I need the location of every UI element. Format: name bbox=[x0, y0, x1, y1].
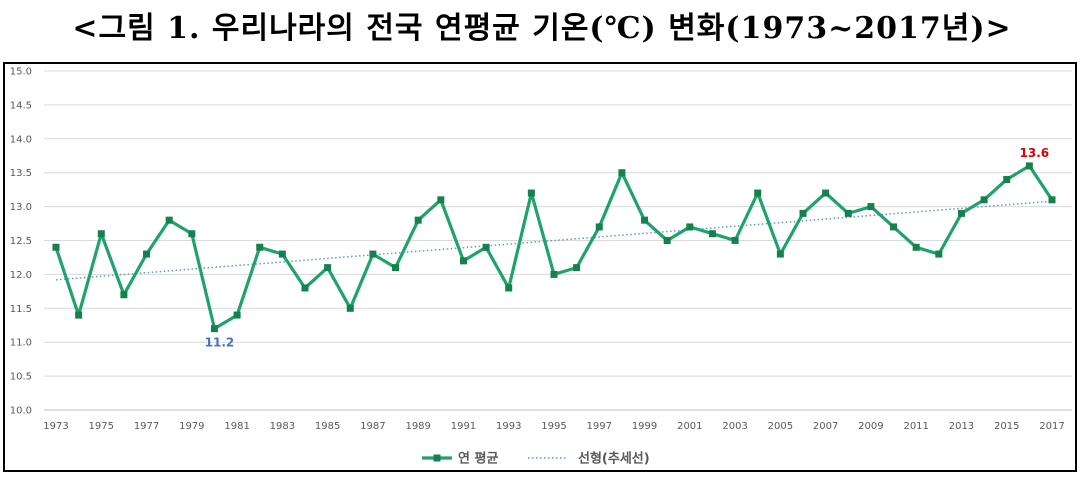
data-point-marker bbox=[776, 250, 784, 258]
data-point-marker bbox=[935, 250, 943, 258]
x-tick-label: 2017 bbox=[1039, 421, 1064, 432]
data-point-marker bbox=[278, 250, 286, 258]
y-tick-label: 13.0 bbox=[10, 202, 32, 213]
data-point-marker bbox=[822, 189, 830, 197]
data-point-marker bbox=[346, 304, 354, 312]
data-point-marker bbox=[618, 169, 626, 177]
y-tick-label: 10.0 bbox=[10, 406, 32, 417]
data-point-marker bbox=[527, 189, 535, 197]
data-point-marker bbox=[957, 209, 965, 217]
data-point-marker bbox=[75, 311, 83, 319]
data-point-marker bbox=[980, 196, 988, 204]
x-tick-label: 1989 bbox=[405, 421, 430, 432]
data-point-marker bbox=[482, 243, 490, 251]
data-label: 11.2 bbox=[205, 336, 235, 350]
legend-label-annual-mean: 연 평균 bbox=[458, 451, 498, 467]
x-tick-label: 1991 bbox=[451, 421, 476, 432]
data-point-marker bbox=[369, 250, 377, 258]
data-point-marker bbox=[165, 216, 173, 224]
y-axis-tick-labels: 10.0 10.5 11.0 11.5 12.0 12.5 13.0 13.5 14.0 14.5… bbox=[10, 67, 32, 417]
y-tick-label: 11.5 bbox=[10, 304, 32, 315]
data-point-marker bbox=[595, 223, 603, 231]
data-point-marker bbox=[867, 203, 875, 211]
x-tick-label: 1997 bbox=[587, 421, 612, 432]
x-tick-label: 2015 bbox=[994, 421, 1019, 432]
annual-mean-series bbox=[52, 162, 1056, 333]
grid-lines bbox=[44, 70, 1072, 411]
x-tick-label: 2001 bbox=[677, 421, 702, 432]
data-point-marker bbox=[233, 311, 241, 319]
chart-title: <그림 1. 우리나라의 전국 연평균 기온(℃) 변화(1973~2017년)… bbox=[72, 11, 1012, 46]
x-tick-label: 2007 bbox=[813, 421, 838, 432]
y-tick-label: 11.0 bbox=[10, 338, 32, 349]
legend-label-trend: 선형(추세선) bbox=[578, 451, 650, 467]
y-tick-label: 14.0 bbox=[10, 134, 32, 145]
data-point-marker bbox=[97, 230, 105, 238]
legend-marker-annual-mean bbox=[433, 454, 441, 462]
x-tick-label: 2005 bbox=[768, 421, 793, 432]
annual-mean-line bbox=[54, 164, 1054, 331]
x-tick-label: 2011 bbox=[903, 421, 928, 432]
data-point-marker bbox=[120, 291, 128, 299]
data-point-marker bbox=[550, 270, 558, 278]
x-tick-label: 1999 bbox=[632, 421, 657, 432]
x-tick-label: 1977 bbox=[134, 421, 159, 432]
data-point-marker bbox=[708, 230, 716, 238]
trend-line-series bbox=[55, 200, 1053, 281]
data-point-marker bbox=[437, 196, 445, 204]
x-tick-label: 2013 bbox=[949, 421, 974, 432]
data-point-marker bbox=[256, 243, 264, 251]
data-point-marker bbox=[143, 250, 151, 258]
data-point-marker bbox=[392, 264, 400, 272]
data-point-marker bbox=[324, 264, 332, 272]
data-point-marker bbox=[731, 237, 739, 244]
data-labels: 11.2 13.6 bbox=[205, 146, 1050, 350]
x-tick-label: 2009 bbox=[858, 421, 883, 432]
data-point-marker bbox=[1003, 175, 1011, 183]
x-tick-label: 1979 bbox=[179, 421, 204, 432]
data-point-marker bbox=[912, 243, 920, 251]
y-tick-label: 12.0 bbox=[10, 270, 32, 281]
data-point-marker bbox=[1025, 162, 1033, 170]
y-tick-label: 12.5 bbox=[10, 236, 32, 247]
data-point-marker bbox=[459, 257, 467, 265]
data-point-marker bbox=[844, 209, 852, 217]
data-point-marker bbox=[1048, 196, 1056, 204]
data-point-marker bbox=[210, 325, 218, 333]
y-tick-label: 13.5 bbox=[10, 168, 32, 179]
chart-frame bbox=[3, 62, 1077, 472]
data-point-marker bbox=[188, 230, 196, 238]
data-point-marker bbox=[505, 284, 513, 292]
data-label: 13.6 bbox=[1020, 146, 1050, 160]
x-tick-label: 1995 bbox=[541, 421, 566, 432]
trend-line bbox=[55, 200, 1053, 281]
y-tick-label: 10.5 bbox=[10, 372, 32, 383]
data-point-marker bbox=[686, 223, 694, 231]
legend: 연 평균 선형(추세선) bbox=[422, 451, 650, 467]
y-tick-label: 15.0 bbox=[10, 67, 32, 78]
x-tick-label: 1985 bbox=[315, 421, 340, 432]
x-tick-label: 1987 bbox=[360, 421, 385, 432]
data-point-marker bbox=[414, 216, 422, 224]
data-point-marker bbox=[754, 189, 762, 197]
x-tick-label: 1981 bbox=[224, 421, 249, 432]
data-point-marker bbox=[301, 284, 309, 292]
data-point-marker bbox=[52, 243, 60, 251]
x-tick-label: 2003 bbox=[722, 421, 747, 432]
x-tick-label: 1975 bbox=[89, 421, 114, 432]
data-point-marker bbox=[890, 223, 898, 231]
x-tick-label: 1973 bbox=[43, 421, 68, 432]
data-point-marker bbox=[573, 264, 581, 272]
data-point-marker bbox=[663, 237, 671, 244]
data-point-marker bbox=[641, 216, 649, 224]
y-tick-label: 14.5 bbox=[10, 100, 32, 111]
x-tick-label: 1993 bbox=[496, 421, 521, 432]
x-axis-tick-labels: 1973 1975 1977 1979 1981 1983 1985 1987 1989 1991… bbox=[43, 421, 1064, 432]
data-point-marker bbox=[799, 209, 807, 217]
x-tick-label: 1983 bbox=[270, 421, 295, 432]
